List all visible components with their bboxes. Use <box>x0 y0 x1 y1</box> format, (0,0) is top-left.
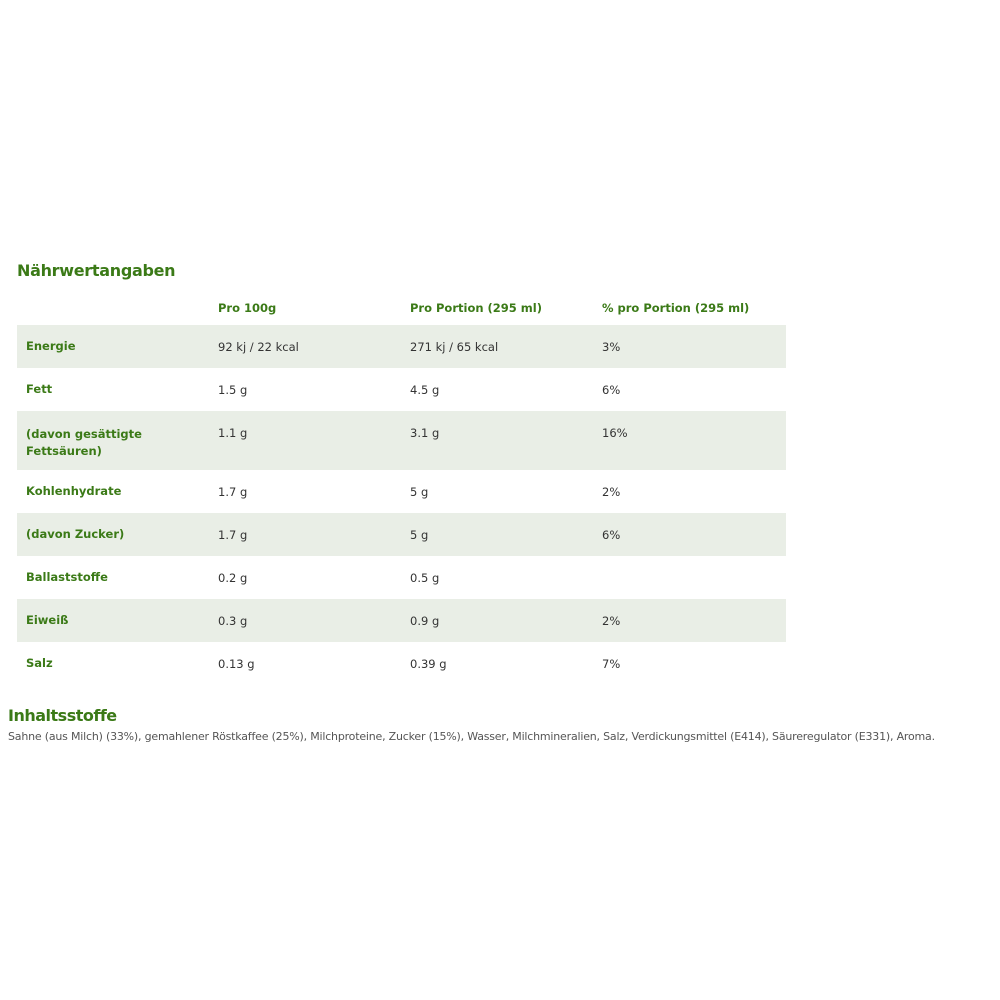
per-100g-value: 0.13 g <box>218 656 255 671</box>
percent-value: 2% <box>602 484 621 499</box>
table-row: Energie 92 kj / 22 kcal 271 kj / 65 kcal 3% <box>17 325 786 368</box>
table-row: Kohlenhydrate 1.7 g 5 g 2% <box>17 470 786 513</box>
percent-value <box>593 556 786 599</box>
per-portion-value: 4.5 g <box>410 382 440 397</box>
percent-value: 6% <box>593 513 786 556</box>
table-row: Ballaststoffe 0.2 g 0.5 g <box>17 556 786 599</box>
percent-value: 3% <box>593 325 786 368</box>
per-100g-value: 1.1 g <box>209 411 401 470</box>
per-100g-value: 92 kj / 22 kcal <box>209 325 401 368</box>
column-header <box>17 290 209 325</box>
table-header-row: Pro 100g Pro Portion (295 ml) % pro Port… <box>17 290 786 325</box>
percent-value: 2% <box>593 599 786 642</box>
nutrient-label: Salz <box>26 656 53 670</box>
per-portion-value: 0.5 g <box>410 570 440 585</box>
ingredients-title: Inhaltsstoffe <box>8 706 117 725</box>
ingredients-text: Sahne (aus Milch) (33%), gemahlener Röst… <box>8 730 935 743</box>
per-portion-value: 271 kj / 65 kcal <box>401 325 593 368</box>
table-row: Salz 0.13 g 0.39 g 7% <box>17 642 786 685</box>
nutrient-label: Ballaststoffe <box>26 570 108 584</box>
nutrition-table: Pro 100g Pro Portion (295 ml) % pro Port… <box>17 290 786 685</box>
percent-value: 7% <box>602 656 621 671</box>
per-portion-value: 0.39 g <box>410 656 447 671</box>
nutrient-label: Energie <box>17 325 209 368</box>
per-portion-value: 0.9 g <box>401 599 593 642</box>
per-100g-value: 1.7 g <box>209 513 401 556</box>
per-portion-value: 3.1 g <box>401 411 593 470</box>
percent-value: 16% <box>593 411 786 470</box>
column-header: Pro 100g <box>218 300 277 315</box>
table-row: Fett 1.5 g 4.5 g 6% <box>17 368 786 411</box>
nutrition-title: Nährwertangaben <box>17 261 176 280</box>
per-portion-value: 5 g <box>401 513 593 556</box>
nutrient-label: Eiweiß <box>17 599 209 642</box>
nutrient-label: Fett <box>26 382 53 396</box>
nutrient-label: (davon Zucker) <box>17 513 209 556</box>
per-100g-value: 1.7 g <box>218 484 248 499</box>
per-100g-value: 0.3 g <box>209 599 401 642</box>
percent-value: 6% <box>602 382 621 397</box>
nutrient-label: Kohlenhydrate <box>26 484 122 498</box>
column-header: Pro Portion (295 ml) <box>410 300 542 315</box>
table-row: Eiweiß 0.3 g 0.9 g 2% <box>17 599 786 642</box>
per-100g-value: 0.2 g <box>218 570 248 585</box>
column-header: % pro Portion (295 ml) <box>602 300 750 315</box>
per-100g-value: 1.5 g <box>218 382 248 397</box>
per-portion-value: 5 g <box>410 484 429 499</box>
nutrient-label: (davon gesättigte Fettsäuren) <box>17 411 209 470</box>
